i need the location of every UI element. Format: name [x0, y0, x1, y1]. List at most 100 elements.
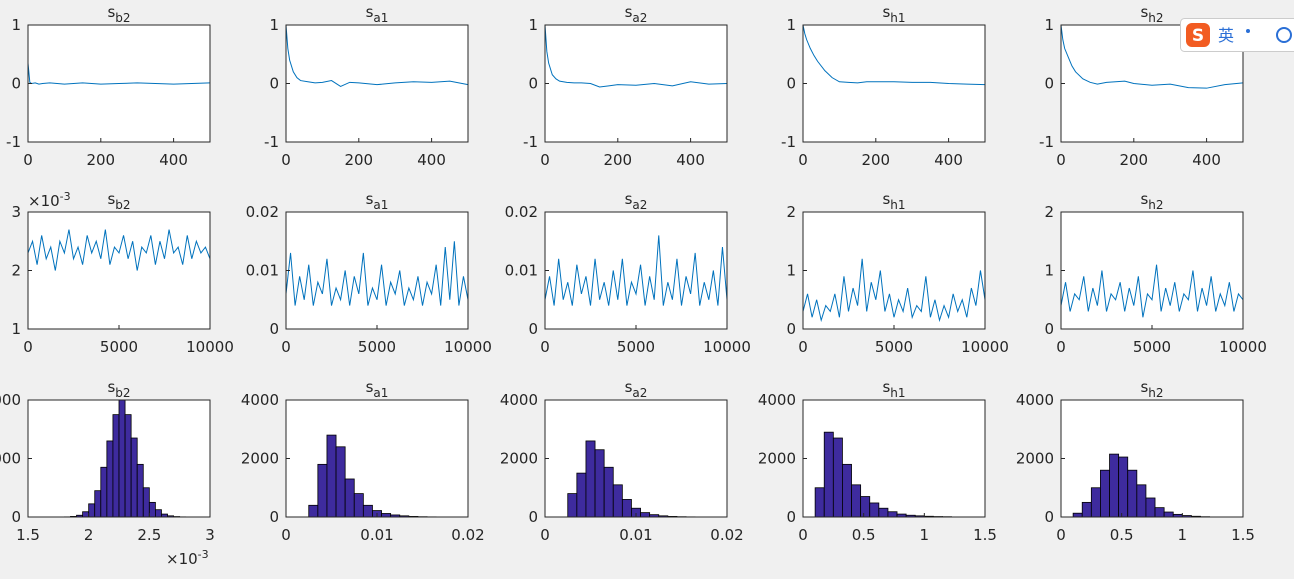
axes-background: [286, 25, 468, 142]
histogram-bar: [112, 414, 120, 518]
y-tick-label: 2000: [500, 450, 538, 468]
x-tick-label: 0: [1056, 526, 1066, 544]
x-tick-label: 200: [861, 151, 890, 169]
histogram-bar: [124, 414, 132, 518]
title-subscript: h1: [890, 11, 905, 25]
ime-logo: [1186, 23, 1210, 47]
title-text: s: [882, 378, 890, 396]
subplot-title: sa2: [625, 378, 648, 400]
subplot-title: sb2: [107, 378, 130, 400]
x-tick-label: 0.5: [852, 526, 876, 544]
x-tick-label: 1.5: [973, 526, 997, 544]
x-tick-label: 0: [23, 151, 33, 169]
x-tick-label: 1: [920, 526, 930, 544]
x-tick-label: 2: [84, 526, 94, 544]
histogram-bar: [326, 434, 337, 518]
x-tick-label: 2.5: [137, 526, 161, 544]
axes-background: [28, 212, 210, 329]
histogram-bar: [94, 490, 102, 518]
subplot-title: sh2: [1140, 378, 1163, 400]
subplot-title: sh1: [882, 190, 905, 212]
histogram-bar: [1154, 507, 1165, 518]
x-tick-label: 0.01: [619, 526, 652, 544]
x-tick-label: 200: [344, 151, 373, 169]
histogram-bar: [154, 509, 162, 518]
subplot-title: sa2: [625, 190, 648, 212]
histogram-bar: [567, 493, 578, 518]
histogram-bar: [1100, 469, 1110, 518]
axes-background: [286, 212, 468, 329]
x-tick-label: 5000: [100, 338, 138, 356]
x-tick-label: 0.02: [710, 526, 743, 544]
axes-background: [286, 400, 468, 517]
histogram-bar: [106, 440, 114, 518]
y-tick-label: -1: [1039, 133, 1054, 151]
subplot-title: sa2: [625, 3, 648, 25]
x-tick-label: 10000: [186, 338, 234, 356]
title-text: s: [107, 190, 115, 208]
y-tick-label: 2000: [758, 450, 796, 468]
histogram-bar: [869, 502, 880, 518]
title-subscript: a1: [373, 11, 388, 25]
ime-emoji[interactable]: [1276, 27, 1292, 43]
title-subscript: h1: [890, 386, 905, 400]
x-tick-label: 0.5: [1110, 526, 1134, 544]
trace-line: [802, 258, 986, 323]
histogram-bar: [88, 503, 96, 518]
histogram-bar: [353, 493, 364, 518]
x-tick-label: 0: [798, 338, 808, 356]
x-tick-label: 0: [23, 338, 33, 356]
histogram-bar: [335, 446, 346, 518]
y-tick-label: 1: [11, 16, 21, 34]
axes-background: [1061, 212, 1243, 329]
exponent-base: ×10: [166, 550, 198, 568]
y-tick-label: 4000: [500, 391, 538, 409]
histogram-bar: [82, 511, 90, 518]
subplot-title: sh2: [1140, 190, 1163, 212]
y-tick-label: -1: [264, 133, 279, 151]
y-tick-label: 0: [11, 508, 21, 526]
ime-toolbar[interactable]: S 英: [1180, 18, 1294, 52]
x-tick-label: 5000: [1133, 338, 1171, 356]
y-tick-label: 1: [269, 16, 279, 34]
x-tick-label: 0: [1056, 151, 1066, 169]
y-tick-label: 0.02: [246, 203, 279, 221]
histogram-bar: [148, 501, 156, 518]
title-subscript: a1: [373, 198, 388, 212]
exponent-base: ×10: [28, 192, 60, 210]
y-tick-label: 1: [786, 16, 796, 34]
y-tick-label: 4000: [0, 391, 21, 409]
histogram-bar: [878, 507, 889, 518]
x-tick-label: 0.01: [360, 526, 393, 544]
histogram-bar: [603, 466, 614, 518]
ime-dot: [1246, 29, 1250, 33]
y-tick-label: 4000: [758, 391, 796, 409]
y-tick-label: 2: [1044, 203, 1054, 221]
subplot-title: sh2: [1140, 3, 1163, 25]
histogram-bar: [860, 496, 871, 518]
title-subscript: b2: [115, 386, 130, 400]
histogram-bar: [585, 440, 596, 518]
histogram-bar: [1118, 456, 1129, 518]
y-tick-label: 0: [269, 508, 279, 526]
histogram-bar: [100, 466, 108, 518]
x-tick-label: 400: [159, 151, 188, 169]
trace-line: [1060, 264, 1244, 318]
histogram-bar: [362, 504, 373, 518]
x-tick-label: 400: [417, 151, 446, 169]
histogram-bar: [832, 437, 843, 518]
y-tick-label: 0: [786, 75, 796, 93]
ime-mode[interactable]: 英: [1218, 26, 1234, 45]
histogram-bar: [823, 431, 834, 518]
histogram-bar: [814, 487, 825, 518]
title-text: s: [107, 3, 115, 21]
y-tick-label: 0: [11, 75, 21, 93]
x-tick-label: 200: [603, 151, 632, 169]
y-tick-label: 0: [269, 75, 279, 93]
x-tick-label: 1.5: [1231, 526, 1255, 544]
histogram-bar: [594, 449, 605, 518]
y-tick-label: 2000: [241, 450, 279, 468]
y-tick-label: 0: [786, 320, 796, 338]
y-tick-label: 0: [1044, 75, 1054, 93]
y-exponent-label: ×10-3: [28, 190, 71, 210]
